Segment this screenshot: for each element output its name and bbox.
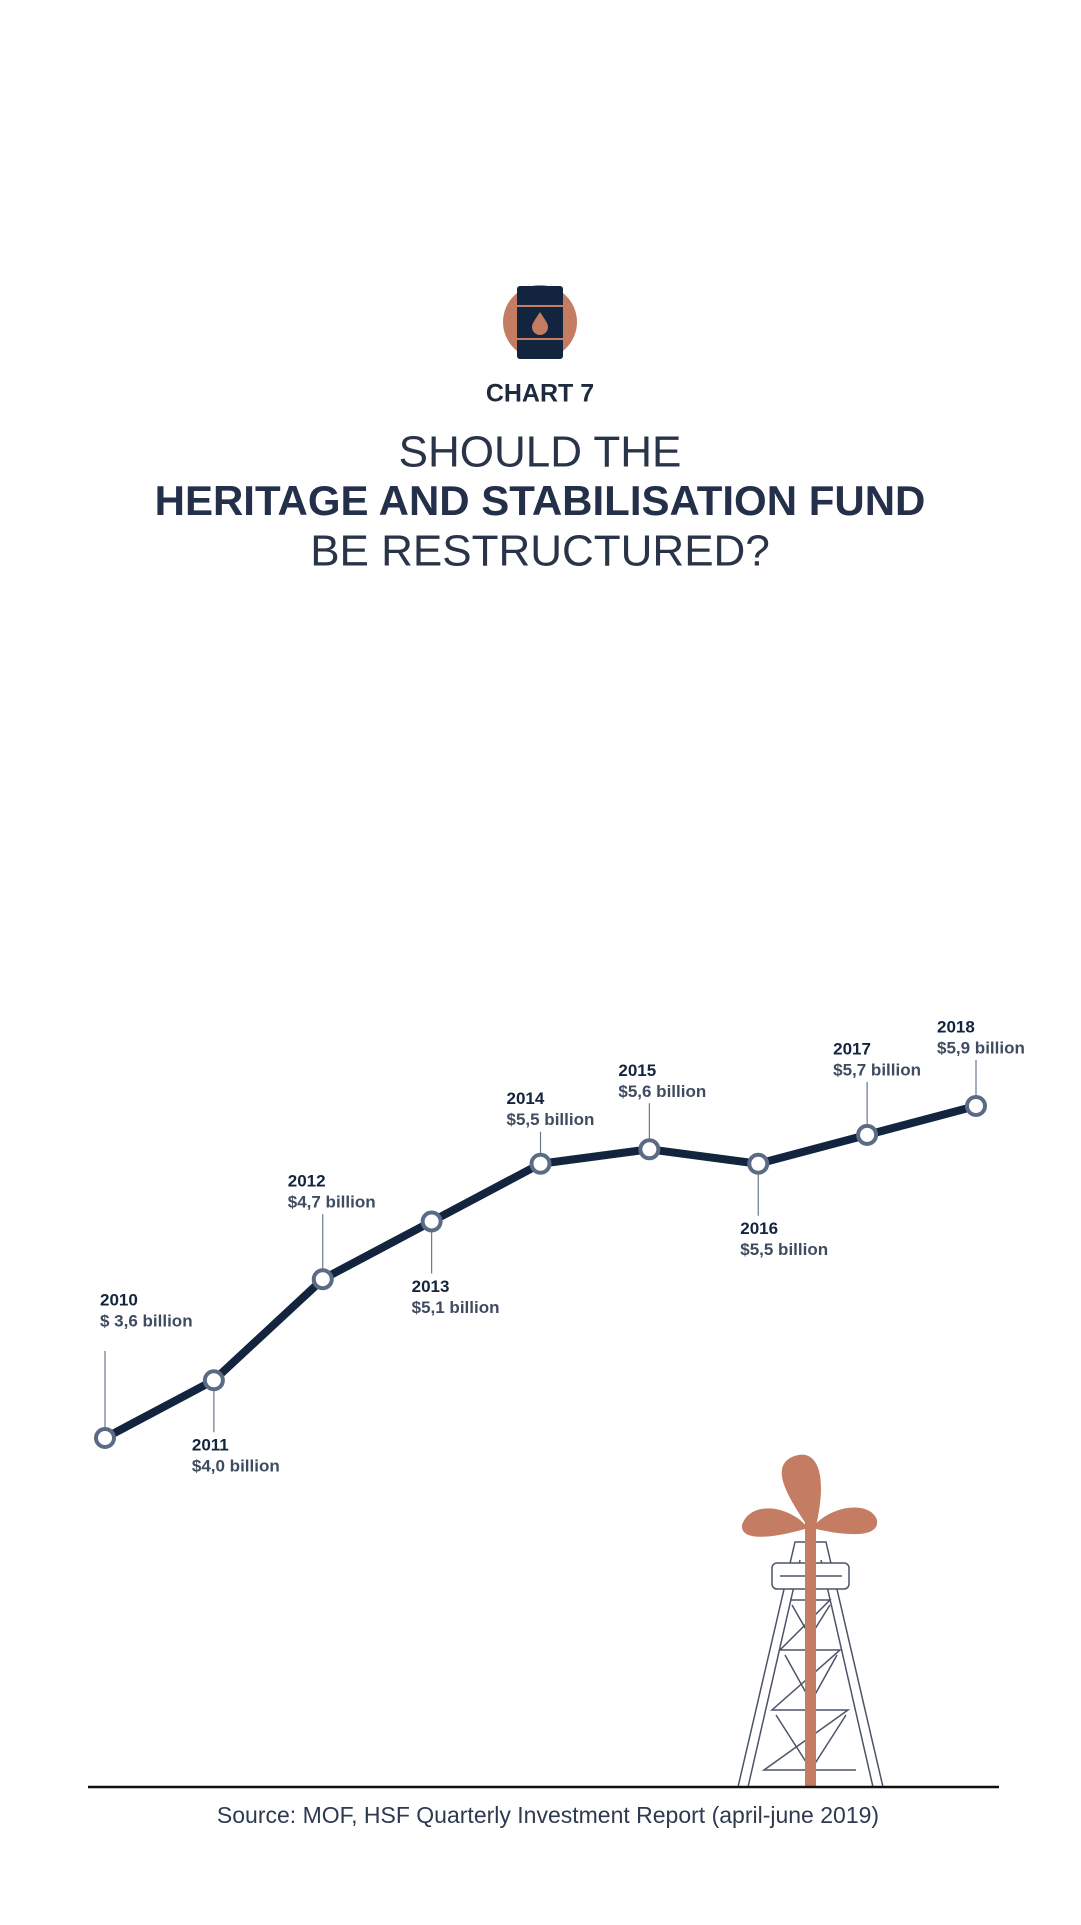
- year-label: 2010: [100, 1290, 138, 1309]
- chart-number: CHART 7: [486, 380, 594, 408]
- barrel-icon: [503, 285, 577, 359]
- data-point: [747, 1152, 770, 1175]
- year-label: 2013: [412, 1277, 450, 1296]
- value-label: $5,5 billion: [507, 1110, 595, 1129]
- value-label: $4,7 billion: [288, 1193, 376, 1212]
- year-label: 2015: [618, 1061, 656, 1080]
- data-point: [202, 1369, 225, 1392]
- title-line: BE RESTRUCTURED?: [310, 527, 770, 576]
- value-label: $4,0 billion: [192, 1457, 280, 1476]
- data-point: [638, 1138, 661, 1161]
- value-label: $5,9 billion: [937, 1038, 1025, 1057]
- data-point: [94, 1427, 116, 1449]
- year-label: 2018: [937, 1017, 975, 1036]
- year-label: 2011: [192, 1436, 229, 1455]
- data-point: [311, 1268, 334, 1291]
- value-label: $5,7 billion: [833, 1060, 921, 1079]
- year-label: 2017: [833, 1039, 871, 1058]
- data-point: [965, 1095, 987, 1117]
- year-label: 2012: [288, 1172, 326, 1191]
- oil-splash: [741, 1454, 878, 1537]
- year-label: 2014: [507, 1089, 545, 1108]
- data-point: [420, 1210, 443, 1233]
- oil-pipe: [805, 1520, 816, 1787]
- value-label: $5,1 billion: [412, 1298, 500, 1317]
- source-note: Source: MOF, HSF Quarterly Investment Re…: [217, 1802, 879, 1828]
- year-label: 2016: [740, 1219, 778, 1238]
- title-line: HERITAGE AND STABILISATION FUND: [155, 477, 926, 524]
- value-label: $5,6 billion: [618, 1082, 706, 1101]
- value-label: $ 3,6 billion: [100, 1311, 193, 1330]
- data-point: [856, 1123, 879, 1146]
- title-line: SHOULD THE: [399, 428, 682, 477]
- data-point: [529, 1152, 552, 1175]
- value-label: $5,5 billion: [740, 1240, 828, 1259]
